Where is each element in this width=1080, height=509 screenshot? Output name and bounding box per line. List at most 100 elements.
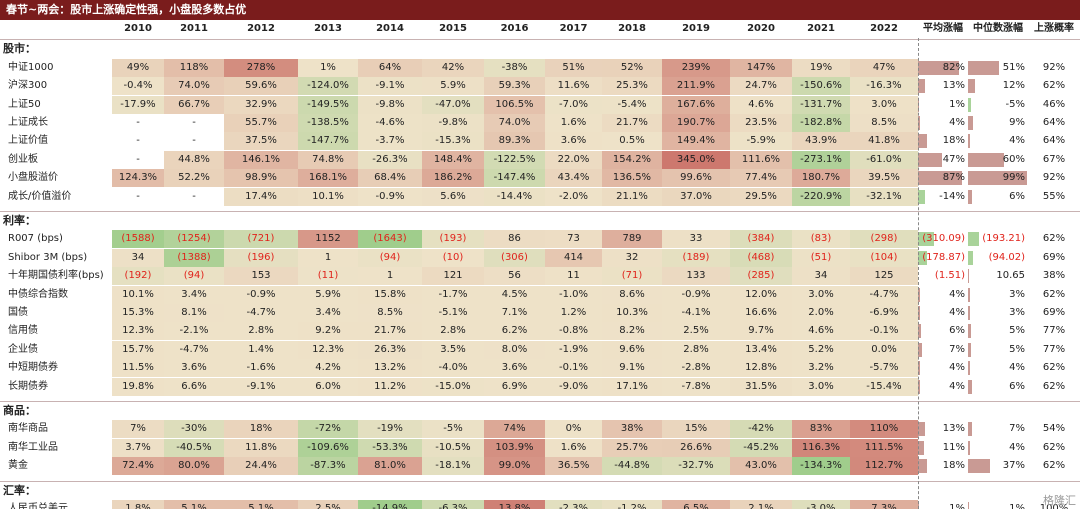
table-cell: 15.8% (358, 285, 422, 304)
table-cell: 34 (112, 248, 164, 267)
row-label: 长期债券 (8, 380, 48, 392)
table-cell: (10) (422, 248, 484, 267)
table-cell: -1.2% (602, 500, 662, 509)
table-cell: 6.9% (484, 377, 545, 396)
avg-gain-cell: 13% (918, 77, 968, 95)
row-label: 国债 (8, 307, 28, 318)
table-cell: - (192, 190, 196, 202)
table-cell: 36.5% (545, 457, 602, 476)
table-cell: 103.9% (484, 438, 545, 457)
table-cell: 5.9% (298, 285, 358, 304)
table-cell: 39.5% (850, 169, 918, 188)
table-cell: 80.0% (164, 457, 224, 476)
table-cell: 12.3% (298, 340, 358, 359)
table-cell: -32.7% (662, 457, 730, 476)
table-cell: 5.1% (224, 500, 298, 509)
table-cell: 180.7% (792, 169, 850, 188)
section-title: 利率： (3, 214, 36, 227)
table-cell: 83% (792, 420, 850, 439)
table-cell: 5.9% (422, 77, 484, 96)
table-cell: 414 (545, 248, 602, 267)
median-gain-value: 5% (1009, 325, 1025, 337)
table-cell: 1.8% (112, 500, 164, 509)
table-cell: -17.9% (112, 95, 164, 114)
avg-gain-cell: (310.09) (918, 230, 968, 248)
avg-gain-value: 87% (942, 172, 965, 184)
up-probability: 46% (1042, 98, 1066, 110)
table-cell: 10.1% (298, 187, 358, 206)
median-gain-cell: 4% (968, 439, 1028, 457)
median-gain-value: 4% (1009, 362, 1025, 374)
table-cell: -44.8% (602, 457, 662, 476)
table-cell: -220.9% (792, 187, 850, 206)
table-cell: -19% (358, 420, 422, 439)
median-gain-cell: 37% (968, 457, 1028, 475)
table-cell: 789 (602, 230, 662, 249)
up-probability: 69% (1042, 307, 1066, 318)
median-gain-bar (968, 60, 999, 75)
table-cell: 2.8% (422, 322, 484, 341)
table-cell: 42% (422, 58, 484, 77)
column-header: 上涨概率 (1034, 23, 1074, 34)
row-label: 企业债 (8, 343, 38, 355)
table-cell: 0.5% (602, 132, 662, 151)
median-gain-cell: (94.02) (968, 249, 1028, 267)
table-cell: -6.3% (422, 500, 484, 509)
table-cell: 21.7% (358, 322, 422, 341)
up-probability: 77% (1042, 343, 1066, 355)
table-cell: 112.7% (850, 457, 918, 476)
table-cell: 2.8% (662, 340, 730, 359)
table-cell: 5.2% (792, 340, 850, 359)
table-cell: 186.2% (422, 169, 484, 188)
table-cell: -5.7% (850, 359, 918, 378)
table-cell: 1 (358, 267, 422, 286)
median-gain-value: 60% (1002, 153, 1025, 165)
table-cell: 278% (224, 58, 298, 77)
avg-gain-value: 13% (942, 423, 965, 435)
table-cell: 7% (112, 420, 164, 439)
table-cell: 2.5% (298, 500, 358, 509)
table-cell: -9.8% (422, 114, 484, 132)
table-cell: 345.0% (662, 150, 730, 169)
table-cell: 136.5% (602, 169, 662, 188)
table-cell: 24.7% (730, 77, 792, 96)
avg-gain-bar (918, 379, 920, 394)
table-cell: 15.7% (112, 340, 164, 359)
column-header (0, 20, 112, 38)
up-probability: 100% (1039, 503, 1069, 509)
median-gain-bar (968, 116, 973, 130)
avg-gain-cell: 18% (918, 132, 968, 150)
table-cell: 17.1% (602, 377, 662, 396)
table-cell: 41.8% (850, 132, 918, 151)
up-probability: 67% (1042, 153, 1066, 165)
table-cell: -1.0% (545, 285, 602, 304)
table-cell: 99.6% (662, 169, 730, 188)
table-cell: (306) (484, 248, 545, 267)
table-cell: -0.9% (224, 285, 298, 304)
table-cell: 73 (545, 230, 602, 249)
table-cell: 32.9% (224, 95, 298, 114)
table-cell: 1 (298, 248, 358, 267)
table-cell: 1.4% (224, 340, 298, 359)
table-cell: -109.6% (298, 438, 358, 457)
table-cell: -9.0% (545, 377, 602, 396)
up-probability: 62% (1042, 460, 1066, 472)
up-probability: 38% (1042, 270, 1066, 282)
avg-gain-bar (918, 287, 920, 302)
avg-gain-cell: 87% (918, 169, 968, 187)
avg-gain-bar (918, 116, 920, 130)
row-label: 上证价值 (8, 135, 48, 147)
table-cell: -4.7% (224, 304, 298, 322)
avg-gain-value: 4% (949, 362, 965, 374)
table-cell: 147% (730, 58, 792, 77)
median-gain-bar (968, 459, 990, 474)
table-cell: -273.1% (792, 150, 850, 169)
table-cell: 44.8% (164, 150, 224, 169)
median-gain-value: 6% (1009, 190, 1025, 202)
watermark: 格隆汇 (1043, 494, 1076, 507)
table-cell: -147.4% (484, 169, 545, 188)
table-cell: 6.5% (662, 500, 730, 509)
avg-gain-value: 18% (942, 135, 965, 147)
table-cell: 49% (112, 58, 164, 77)
avg-gain-bar (918, 459, 927, 474)
